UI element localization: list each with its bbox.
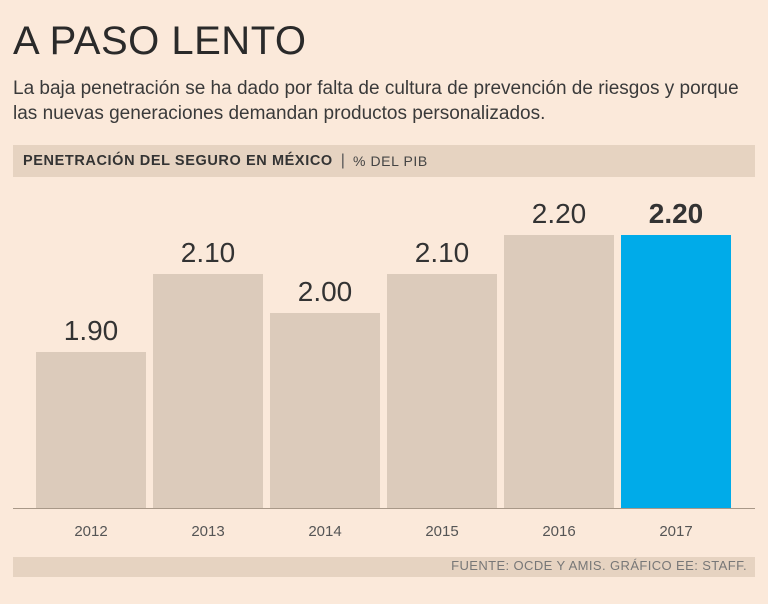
x-tick-2017: 2017 bbox=[659, 523, 692, 540]
x-tick-2016: 2016 bbox=[542, 523, 575, 540]
value-label-2012: 1.90 bbox=[64, 315, 119, 346]
value-label-2015: 2.10 bbox=[415, 237, 470, 268]
value-label-2014: 2.00 bbox=[298, 276, 353, 307]
chart-banner: PENETRACIÓN DEL SEGURO EN MÉXICO | % DEL… bbox=[13, 145, 755, 177]
subtitle: La baja penetración se ha dado por falta… bbox=[13, 78, 739, 124]
bar-chart: 1.90 2012 2.10 2013 2.00 2014 2.10 2015 2.20 2016… bbox=[13, 198, 755, 540]
x-tick-2012: 2012 bbox=[74, 523, 107, 540]
bar-2014 bbox=[270, 313, 380, 508]
footer-bar: FUENTE: OCDE Y AMIS. GRÁFICO EE: STAFF. bbox=[13, 557, 755, 577]
bar-2013 bbox=[153, 274, 263, 508]
bar-2016 bbox=[504, 235, 614, 508]
chart-title: PENETRACIÓN DEL SEGURO EN MÉXICO bbox=[23, 153, 333, 169]
bar-2012 bbox=[36, 352, 146, 508]
banner-separator: | bbox=[340, 152, 345, 169]
chart-unit: % DEL PIB bbox=[352, 153, 428, 169]
x-tick-2015: 2015 bbox=[425, 523, 458, 540]
page-title: A PASO LENTO bbox=[13, 19, 307, 63]
bar-2015 bbox=[387, 274, 497, 508]
x-tick-2013: 2013 bbox=[191, 523, 224, 540]
source-credit: FUENTE: OCDE Y AMIS. GRÁFICO EE: STAFF. bbox=[451, 558, 747, 573]
x-tick-2014: 2014 bbox=[308, 523, 341, 540]
bar-2017 bbox=[621, 235, 731, 508]
value-label-2017: 2.20 bbox=[649, 198, 704, 229]
value-label-2013: 2.10 bbox=[181, 237, 236, 268]
value-label-2016: 2.20 bbox=[532, 198, 587, 229]
